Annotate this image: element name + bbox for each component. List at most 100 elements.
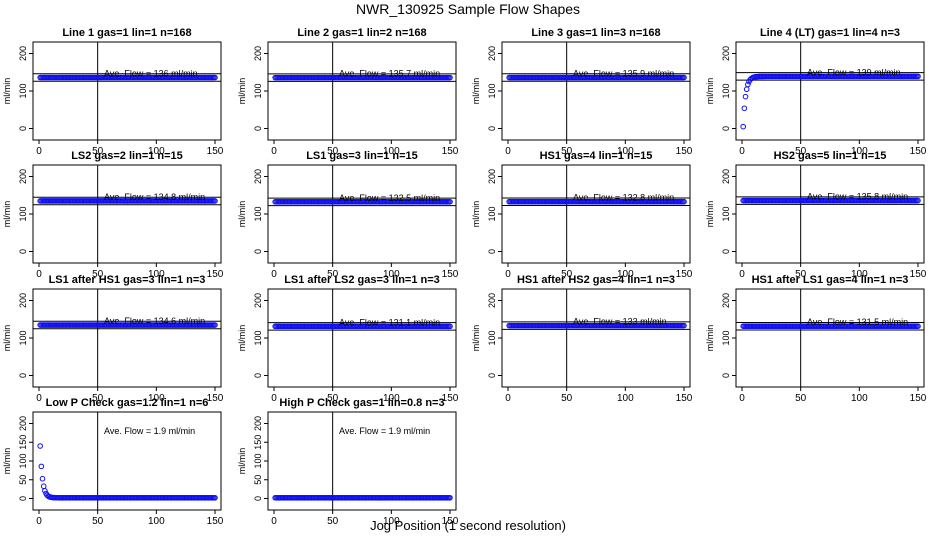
data-point [39,475,46,482]
x-tick-label: 100 [148,516,165,527]
panel-9: LS1 after HS1 gas=3 lin=1 n=3 ml/min 0 50 10… [2,274,224,404]
x-tick-label: 150 [207,516,224,527]
y-tick-label: 0 [18,126,28,131]
data-point [743,86,750,93]
panel-4: Line 4 (LT) gas=1 lin=4 n=3 ml/min 0 50 100 1… [705,27,927,157]
plot-frame [32,288,222,388]
y-tick-label: 200 [18,46,28,61]
data-point [740,123,746,130]
x-tick-label: 150 [442,269,459,280]
data-point [212,322,218,328]
average-flow-annotation: Ave. Flow = 134.6 ml/min [104,316,205,326]
x-tick-label: 0 [505,393,511,404]
average-flow-annotation: Ave. Flow = 136 ml/min [104,69,198,79]
y-tick-label: 200 [721,46,731,61]
y-tick-label: 0 [18,373,28,378]
y-axis-label: ml/min [2,201,12,228]
x-tick-label: 50 [327,516,339,527]
y-tick-label: 200 [18,293,28,308]
y-axis-label: ml/min [237,325,247,352]
plot-frame [501,288,691,388]
average-flow-annotation: Ave. Flow = 131.5 ml/min [807,317,908,327]
average-flow-annotation: Ave. Flow = 132.5 ml/min [339,193,440,203]
y-tick-label: 0 [253,126,263,131]
x-tick-label: 50 [561,269,573,280]
x-tick-label: 100 [851,393,868,404]
panel-10: LS1 after LS2 gas=3 lin=1 n=3 ml/min 0 50 10… [237,274,459,404]
x-tick-label: 150 [676,146,693,157]
y-tick-label: 100 [487,83,497,98]
y-axis-label: ml/min [705,201,715,228]
x-tick-label: 100 [148,146,165,157]
figure-title: NWR_130925 Sample Flow Shapes [355,1,581,17]
y-tick-label: 0 [253,373,263,378]
y-axis-label: ml/min [705,325,715,352]
data-point [40,483,47,490]
plot-frame [267,288,457,388]
y-tick-label: 200 [721,293,731,308]
x-tick-label: 50 [561,146,573,157]
data-point [42,487,48,494]
average-flow-annotation: Ave. Flow = 135.9 ml/min [573,69,674,79]
x-tick-label: 100 [851,146,868,157]
plot-frame [735,41,925,141]
data-point [915,73,921,80]
x-tick-label: 100 [617,146,634,157]
data-point [212,198,218,204]
y-tick-label: 200 [18,169,28,184]
x-tick-label: 0 [739,269,745,280]
x-tick-label: 50 [795,146,807,157]
x-tick-label: 50 [795,269,807,280]
data-point [447,199,453,205]
x-tick-label: 150 [207,393,224,404]
y-tick-label: 200 [487,293,497,308]
x-tick-label: 150 [910,146,927,157]
y-axis-label: ml/min [471,201,481,228]
x-tick-label: 0 [36,146,42,157]
average-flow-annotation: Ave. Flow = 1.9 ml/min [339,426,430,436]
panel-title: LS1 after HS1 gas=3 lin=1 n=3 [49,274,206,286]
common-x-axis-label: Jog Position (1 second resolution) [370,518,566,533]
plot-frame [735,288,925,388]
panel-2: Line 2 gas=1 lin=2 n=168 ml/min 0 50 100 150 0… [237,27,459,157]
panel-title: Low P Check gas=1.2 lin=1 n=6 [46,397,209,409]
data-point [212,494,218,501]
panel-5: LS2 gas=2 lin=1 n=15 ml/min 0 50 100 150 0 100 2… [2,150,224,280]
panel-title: HS1 after LS1 gas=4 lin=1 n=3 [752,274,909,286]
average-flow-annotation: Ave. Flow = 134.8 ml/min [104,192,205,202]
average-flow-annotation: Ave. Flow = 131.1 ml/min [339,317,440,327]
panel-13: Low P Check gas=1.2 lin=1 n=6 ml/min 0 50 10… [2,397,224,527]
y-tick-label: 200 [253,416,263,431]
x-tick-label: 0 [271,146,277,157]
x-tick-label: 150 [910,393,927,404]
average-flow-annotation: Ave. Flow = 139 ml/min [807,67,901,77]
y-tick-label: 200 [18,416,28,431]
y-axis-label: ml/min [2,325,12,352]
y-axis-label: ml/min [705,78,715,105]
y-tick-label: 200 [253,293,263,308]
plot-frame [501,41,691,141]
x-tick-label: 100 [383,393,400,404]
y-axis-label: ml/min [471,78,481,105]
data-point [741,105,748,112]
panel-title: LS2 gas=2 lin=1 n=15 [71,150,183,162]
x-tick-label: 50 [92,146,104,157]
y-tick-label: 100 [253,83,263,98]
x-tick-label: 0 [271,516,277,527]
x-tick-label: 0 [271,393,277,404]
panel-6: LS1 gas=3 lin=1 n=15 ml/min 0 50 100 150 0 100 2… [237,150,459,280]
x-tick-label: 0 [739,146,745,157]
y-tick-label: 100 [18,206,28,221]
panel-8: HS2 gas=5 lin=1 n=15 ml/min 0 50 100 150 0 100 2… [705,150,927,280]
y-axis-label: ml/min [471,325,481,352]
y-tick-label: 200 [253,46,263,61]
y-tick-label: 50 [18,475,28,485]
y-axis-label: ml/min [237,448,247,475]
y-tick-label: 100 [253,453,263,468]
plot-frame [32,164,222,264]
x-tick-label: 50 [561,393,573,404]
y-axis-label: ml/min [2,78,12,105]
y-tick-label: 100 [18,453,28,468]
x-tick-label: 100 [148,269,165,280]
y-axis-label: ml/min [2,448,12,475]
